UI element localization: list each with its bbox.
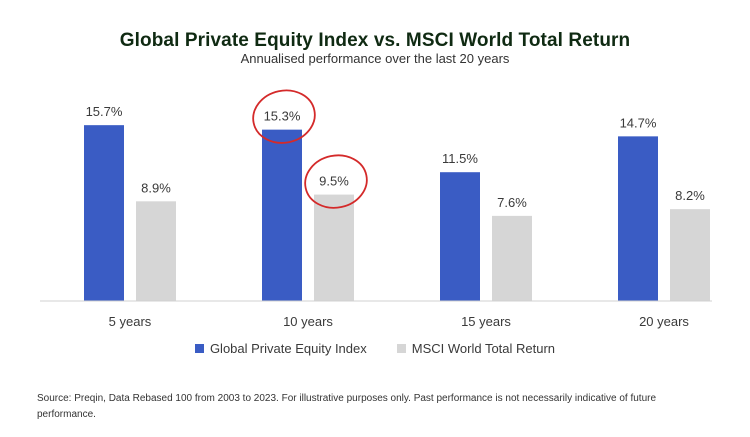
bars-layer	[84, 125, 710, 301]
bar-msci-world-total-return-15-years	[492, 215, 532, 301]
source-note: Source: Preqin, Data Rebased 100 from 20…	[37, 393, 657, 420]
chart-title: Global Private Equity Index vs. MSCI Wor…	[119, 30, 631, 51]
x-tick-label-20-years: 20 years	[639, 314, 689, 329]
legend: Global Private Equity Index MSCI World T…	[0, 341, 750, 356]
x-tick-labels-layer: 5 years 10 years 15 years 20 years	[109, 314, 690, 329]
value-labels-layer: 15.7% 15.3% 11.5% 14.7% 8.9% 9.5% 7.6% 8.2%	[86, 104, 706, 210]
legend-label-private-equity: Global Private Equity Index	[209, 341, 367, 356]
bar-global-private-equity-index-20-years	[618, 136, 658, 301]
value-label-msci-world-total-return-20-years: 8.2%	[675, 188, 705, 203]
legend-label-msci-world: MSCI World Total Return	[411, 341, 556, 356]
value-label-msci-world-total-return-5-years: 8.9%	[141, 180, 171, 195]
value-label-global-private-equity-index-5-years: 15.7%	[86, 104, 123, 119]
value-label-global-private-equity-index-15-years: 11.5%	[442, 151, 478, 166]
x-tick-label-10-years: 10 years	[283, 314, 333, 329]
chart-subtitle: Annualised performance over the last 20 …	[240, 51, 510, 66]
legend-item-private-equity: Global Private Equity Index	[194, 341, 367, 356]
legend-item-msci-world: MSCI World Total Return	[396, 341, 556, 356]
value-label-msci-world-total-return-15-years: 7.6%	[497, 195, 527, 210]
bar-msci-world-total-return-20-years	[670, 209, 710, 301]
annotation-circle-2	[304, 154, 368, 209]
bar-msci-world-total-return-5-years	[136, 201, 176, 301]
bar-global-private-equity-index-10-years	[262, 129, 302, 301]
value-label-msci-world-total-return-10-years: 9.5%	[319, 174, 349, 189]
bar-global-private-equity-index-5-years	[84, 125, 124, 301]
annotation-layer	[252, 89, 368, 209]
legend-swatch-msci-world	[396, 344, 406, 353]
value-label-global-private-equity-index-20-years: 14.7%	[620, 115, 657, 130]
x-tick-label-15-years: 15 years	[461, 314, 511, 329]
bar-global-private-equity-index-15-years	[440, 172, 480, 301]
value-label-global-private-equity-index-10-years: 15.3%	[264, 109, 301, 124]
x-tick-label-5-years: 5 years	[109, 314, 152, 329]
annotation-circle-1	[252, 89, 316, 144]
bar-msci-world-total-return-10-years	[314, 194, 354, 301]
legend-swatch-private-equity	[194, 344, 204, 353]
